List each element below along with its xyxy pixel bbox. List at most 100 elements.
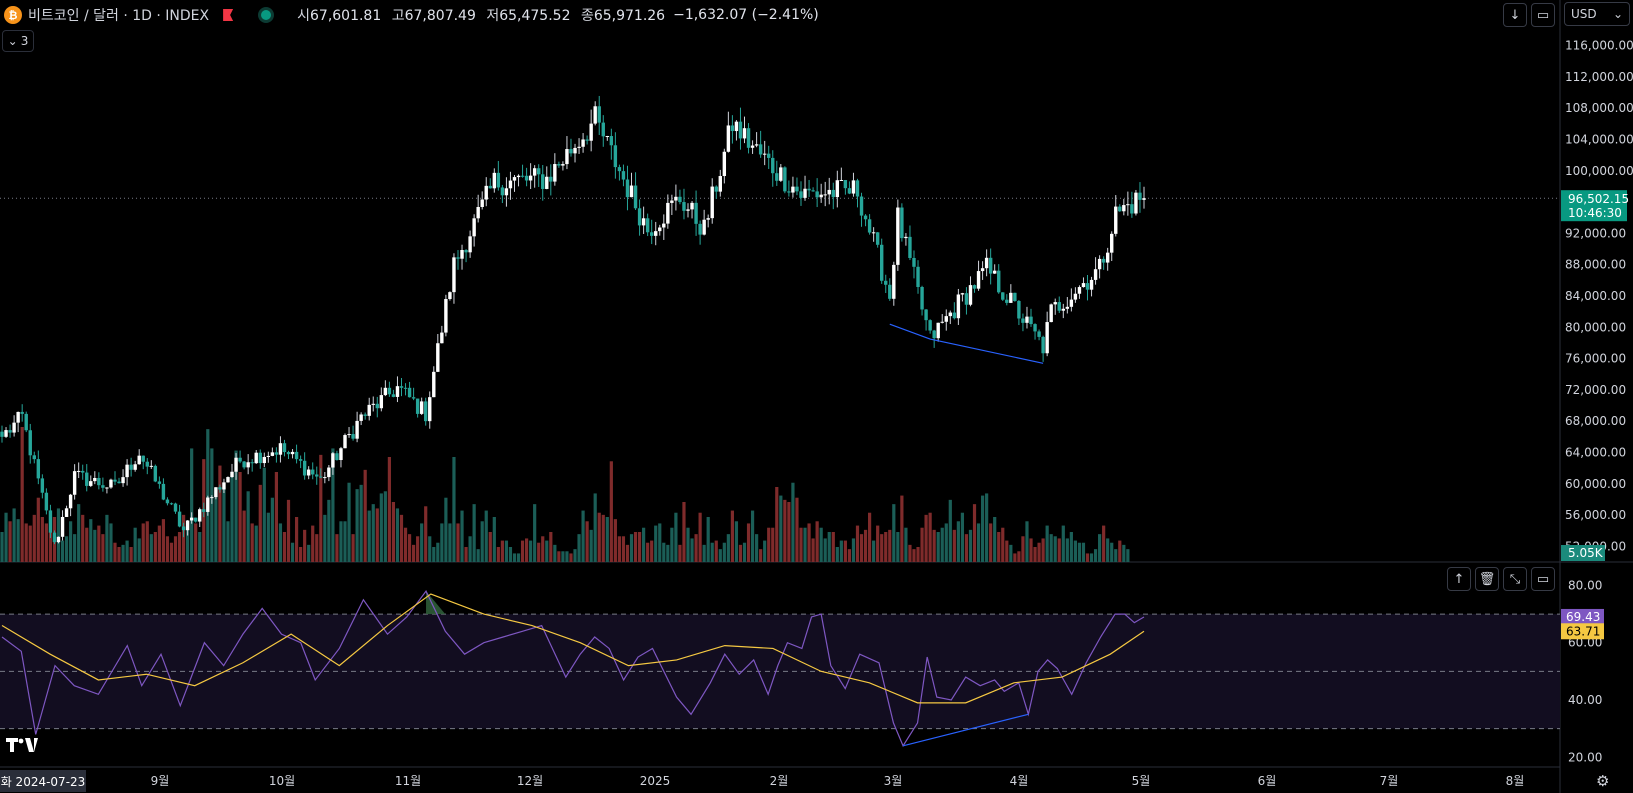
volume-bar bbox=[109, 523, 113, 562]
volume-bar bbox=[234, 450, 238, 562]
market-status-dot-icon[interactable] bbox=[261, 10, 272, 20]
candle bbox=[835, 170, 840, 208]
volume-bar bbox=[347, 482, 351, 562]
volume-bar bbox=[190, 448, 194, 562]
candle bbox=[306, 466, 311, 480]
candle bbox=[754, 132, 759, 148]
candle bbox=[117, 477, 121, 484]
volume-bar bbox=[1037, 542, 1041, 562]
low-value: 65,475.52 bbox=[499, 8, 571, 24]
candle bbox=[1005, 294, 1009, 306]
volume-bar bbox=[928, 512, 932, 562]
volume-bar bbox=[391, 502, 396, 562]
candle bbox=[867, 214, 872, 235]
volume-bar bbox=[726, 534, 730, 562]
candle bbox=[428, 391, 432, 429]
price-divergence-line[interactable] bbox=[889, 323, 1044, 364]
volume-bar bbox=[367, 510, 371, 562]
volume-bar bbox=[791, 482, 795, 562]
candle bbox=[383, 380, 388, 397]
candle bbox=[468, 230, 472, 258]
volume-bar bbox=[286, 499, 291, 562]
candle bbox=[339, 446, 343, 468]
time-tick-label: 5월 bbox=[1132, 774, 1151, 788]
candle bbox=[403, 383, 408, 396]
volume-bar bbox=[1106, 538, 1110, 562]
candle bbox=[165, 497, 170, 506]
candle bbox=[912, 250, 916, 279]
volume-bar bbox=[972, 504, 977, 562]
candle bbox=[16, 411, 20, 433]
candle bbox=[884, 274, 888, 293]
candle bbox=[206, 495, 210, 516]
volume-bar bbox=[642, 527, 646, 562]
volume-bar bbox=[783, 499, 787, 562]
volume-bar bbox=[484, 510, 488, 562]
volume-bar bbox=[867, 512, 872, 562]
volume-bar bbox=[379, 493, 383, 562]
candle bbox=[294, 444, 299, 464]
rsi-tick-label: 40.00 bbox=[1568, 693, 1602, 707]
rsi-pane bbox=[1, 590, 1145, 748]
gear-icon[interactable]: ⚙ bbox=[1596, 772, 1610, 790]
candle bbox=[654, 221, 658, 246]
volume-bar bbox=[847, 549, 852, 562]
volume-bar bbox=[85, 527, 89, 562]
candle bbox=[541, 164, 545, 201]
flag-icon[interactable] bbox=[223, 9, 234, 21]
candle bbox=[169, 502, 174, 506]
pane-move-up-button[interactable]: ↑ bbox=[1447, 567, 1471, 591]
candle bbox=[932, 329, 936, 348]
time-tick-label: 11월 bbox=[395, 774, 421, 788]
candle bbox=[500, 184, 505, 204]
candle bbox=[738, 107, 743, 150]
candle bbox=[666, 194, 670, 229]
volume-bar bbox=[4, 512, 8, 562]
candle bbox=[185, 520, 190, 536]
open-key: 시 bbox=[297, 8, 310, 24]
volume-bar bbox=[97, 525, 101, 562]
candle bbox=[492, 168, 497, 193]
volume-bar bbox=[1069, 532, 1073, 562]
rsi-divergence-line[interactable] bbox=[902, 713, 1029, 747]
volume-bar bbox=[859, 534, 864, 562]
volume-bar bbox=[1093, 549, 1098, 562]
tradingview-logo[interactable] bbox=[6, 736, 38, 754]
volume-bar bbox=[270, 497, 274, 562]
volume-bar bbox=[524, 538, 529, 562]
symbol-title[interactable]: 비트코인 / 달러 · 1D · INDEX bbox=[28, 8, 210, 24]
volume-bar bbox=[650, 540, 654, 562]
maximize-button[interactable]: ▭ bbox=[1531, 3, 1555, 27]
currency-select[interactable]: USD ⌄ bbox=[1564, 2, 1630, 26]
volume-bar bbox=[246, 491, 250, 562]
volume-bar bbox=[500, 540, 504, 562]
trash-icon: 🗑 bbox=[1478, 571, 1496, 587]
indicator-collapse-button[interactable]: ⌄ 3 bbox=[2, 30, 34, 52]
candle bbox=[948, 310, 953, 325]
volume-bar bbox=[1102, 525, 1106, 562]
volume-bar bbox=[1081, 542, 1086, 562]
pane-collapse-button[interactable]: ⤡ bbox=[1503, 567, 1527, 591]
candle bbox=[775, 160, 779, 186]
pane-maximize-button[interactable]: ▭ bbox=[1531, 567, 1555, 591]
volume-bar bbox=[1110, 542, 1114, 562]
pane-delete-button[interactable]: 🗑 bbox=[1475, 567, 1499, 591]
volume-bar bbox=[48, 532, 53, 562]
candle bbox=[436, 333, 440, 373]
volume-bar bbox=[512, 553, 517, 562]
volume-bar bbox=[533, 504, 537, 562]
candle bbox=[851, 172, 856, 197]
indicator-count: 3 bbox=[20, 34, 29, 48]
download-button[interactable]: ↓ bbox=[1503, 3, 1527, 27]
candle bbox=[488, 178, 492, 189]
candle bbox=[690, 201, 694, 219]
candle bbox=[1122, 198, 1126, 216]
volume-bar bbox=[452, 457, 456, 562]
volume-bar bbox=[746, 523, 751, 562]
volume-bar bbox=[666, 544, 670, 562]
candle bbox=[1097, 255, 1102, 279]
volume-bar bbox=[520, 540, 525, 562]
candle bbox=[1110, 231, 1114, 262]
volume-bar bbox=[1025, 521, 1029, 562]
